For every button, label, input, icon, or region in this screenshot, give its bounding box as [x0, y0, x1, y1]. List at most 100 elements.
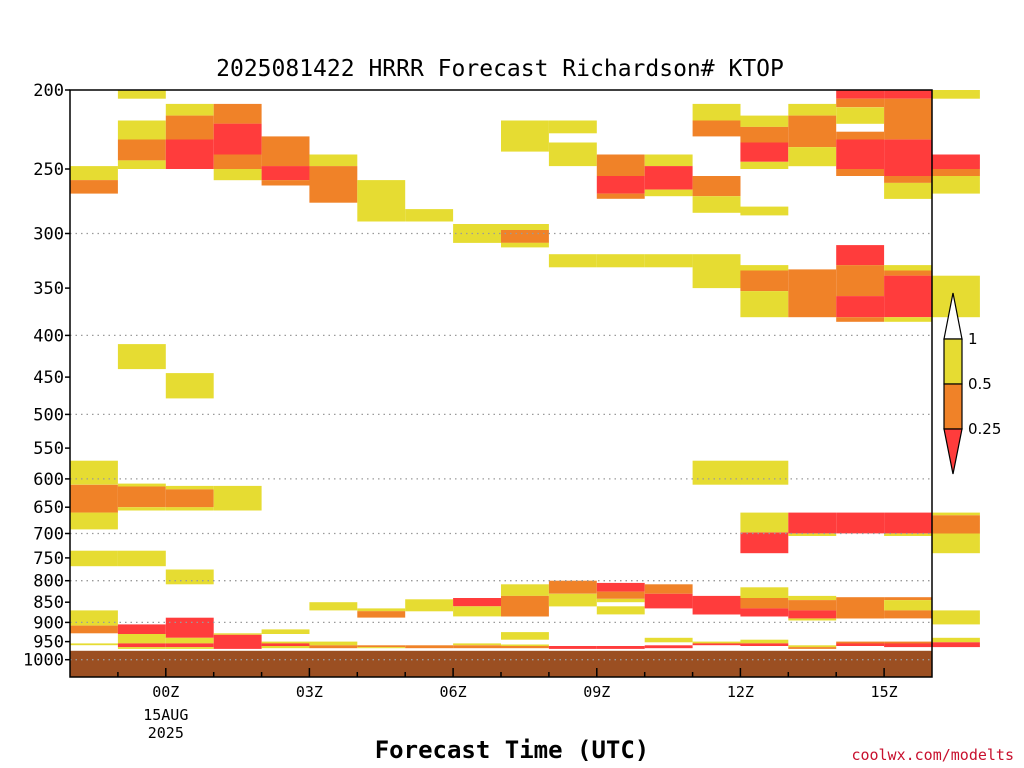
ri-cell — [501, 646, 549, 649]
ri-cell — [309, 645, 358, 649]
x-tick-label: 06Z — [440, 683, 467, 701]
ri-cell — [165, 115, 214, 140]
ri-cell — [165, 647, 214, 649]
ri-cell — [165, 139, 214, 169]
ri-cell — [932, 169, 980, 176]
ri-cell — [357, 611, 406, 618]
ri-cell — [740, 587, 789, 598]
ri-cell — [836, 641, 885, 644]
ri-cell — [453, 643, 501, 646]
ri-cell — [70, 625, 118, 634]
ri-cell — [357, 608, 406, 612]
ri-cell — [165, 489, 214, 508]
ri-cell — [740, 512, 789, 533]
gridlines — [70, 232, 932, 661]
y-axis: 200 250 300 350 400 450 500 550 600 650 700 750 8008… — [23, 81, 70, 671]
ri-cell — [70, 460, 118, 485]
ri-cell — [501, 224, 549, 230]
x-tick-label: 12Z — [727, 683, 754, 701]
y-tick-label: 400 — [33, 326, 64, 346]
ri-cell — [596, 591, 645, 599]
ri-cell — [836, 265, 885, 297]
y-tick-label: 1000 — [23, 651, 64, 671]
ri-cell — [884, 610, 932, 619]
ri-cell — [644, 645, 693, 649]
ri-cell — [117, 90, 166, 99]
ri-cell — [117, 160, 166, 169]
ri-cell — [884, 643, 932, 648]
ri-cell — [70, 512, 118, 530]
ri-cell — [165, 507, 214, 511]
ri-cell — [884, 176, 932, 183]
ri-cell — [70, 643, 118, 646]
colorbar-legend: 0.25 0.5 1 — [943, 292, 1001, 475]
ri-cell — [740, 115, 789, 127]
ri-cell — [740, 161, 789, 169]
ri-cell — [117, 486, 166, 508]
ri-cell — [884, 270, 932, 276]
ri-cell — [884, 98, 932, 140]
ri-cell — [644, 637, 693, 643]
ri-cell — [788, 647, 837, 649]
y-tick-label: 800 — [33, 572, 64, 592]
y-tick-label: 750 — [33, 549, 64, 569]
ri-cell — [213, 169, 262, 181]
ri-cell — [788, 600, 837, 611]
credit-text[interactable]: coolwx.com/modelts — [851, 746, 1014, 764]
ri-cell — [548, 593, 597, 607]
ri-cell — [596, 646, 645, 649]
ri-cell — [548, 646, 597, 649]
ri-cell — [692, 460, 741, 485]
y-tick-label: 500 — [33, 405, 64, 425]
ri-cell — [836, 643, 885, 646]
ri-cell — [165, 373, 214, 399]
ri-cell — [836, 169, 885, 176]
ri-cell — [740, 639, 789, 644]
ri-cell — [117, 634, 166, 644]
colorbar-lower-arrow — [943, 428, 963, 475]
ri-cell — [213, 123, 262, 155]
ri-cell — [836, 139, 885, 169]
ri-cell — [644, 254, 693, 268]
ri-cell — [117, 550, 166, 567]
y-tick-label: 550 — [33, 439, 64, 459]
ri-cell — [357, 647, 406, 649]
ri-cell — [213, 633, 262, 635]
ri-cell — [261, 136, 310, 167]
ri-cell — [692, 641, 741, 644]
ri-cell — [740, 598, 789, 609]
colorbar-label: 0.5 — [968, 375, 992, 393]
ri-cell — [740, 142, 789, 162]
ri-cell — [836, 90, 885, 99]
ri-cell — [836, 245, 885, 266]
ri-cell — [884, 275, 932, 318]
y-tick-label: 700 — [33, 525, 64, 545]
colorbar-segment — [943, 338, 963, 385]
ri-cell — [836, 98, 885, 108]
y-tick-label: 900 — [33, 613, 64, 633]
ri-cell — [117, 624, 166, 634]
ri-cell — [788, 610, 837, 619]
ri-cell — [740, 206, 789, 216]
ri-cell — [788, 512, 837, 534]
ri-cell — [213, 634, 262, 649]
y-tick-label: 350 — [33, 279, 64, 299]
ri-cell — [644, 584, 693, 594]
ri-cell — [405, 209, 454, 222]
ri-cell — [740, 643, 789, 646]
ri-cell — [932, 512, 980, 516]
ri-cell — [117, 120, 166, 140]
ri-cell — [884, 265, 932, 271]
ri-cell — [932, 154, 980, 169]
ri-cell — [165, 637, 214, 644]
ri-cell — [740, 270, 789, 292]
ri-cell — [548, 254, 597, 268]
chart-title: 2025081422 HRRR Forecast Richardson# KTO… — [216, 56, 784, 82]
ri-cell — [261, 643, 310, 646]
y-tick-label: 850 — [33, 593, 64, 613]
ri-cell — [405, 599, 454, 612]
ri-cell — [501, 584, 549, 596]
ri-cell — [309, 166, 358, 203]
ri-cell — [692, 196, 741, 213]
